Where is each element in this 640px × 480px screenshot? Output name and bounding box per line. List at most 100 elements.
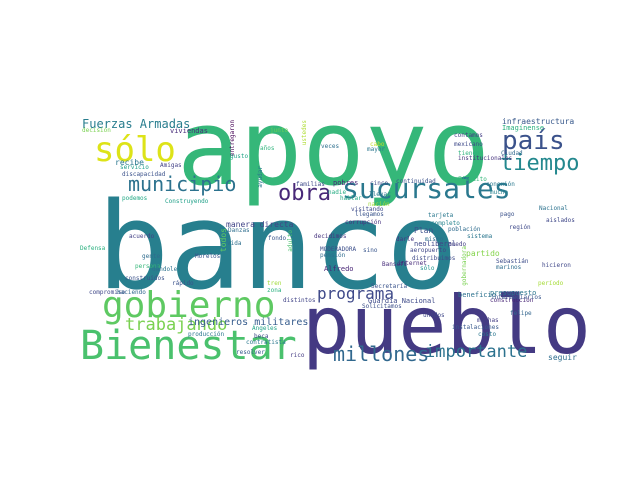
word: sistema — [467, 233, 493, 240]
word: decidimos — [314, 233, 347, 240]
word: sólo — [420, 265, 435, 272]
word: felipe — [510, 310, 532, 317]
word: Defensa — [80, 245, 106, 252]
word: ustedes — [301, 120, 308, 146]
word: Bienestar — [80, 323, 297, 369]
word: Ciudad — [501, 150, 523, 157]
word: haciendo — [117, 289, 146, 296]
word: Amigas — [160, 162, 182, 169]
word: sino — [363, 247, 378, 254]
word: llevar — [369, 191, 391, 198]
word: apoyo — [177, 87, 491, 209]
word: años — [260, 145, 275, 152]
word: Guardia Nacional — [368, 297, 436, 305]
word: población — [448, 226, 481, 233]
word: Secretaría — [371, 283, 408, 290]
word: mismo — [425, 236, 444, 243]
word: corrupción — [345, 219, 382, 226]
word: hablar — [340, 195, 362, 202]
word: gusto — [230, 153, 249, 160]
word: pueblo — [302, 279, 591, 372]
word: contratista — [246, 339, 286, 346]
word: rico — [290, 352, 305, 359]
word: puedo — [448, 241, 467, 248]
word: Ángeles — [252, 325, 278, 332]
word: familias — [296, 181, 325, 188]
word: pago — [500, 211, 515, 218]
word: instalaciones — [452, 324, 499, 331]
word: ayudar — [257, 166, 264, 188]
word: sólo — [94, 130, 176, 170]
word: cinco — [370, 180, 389, 187]
word: manera directa — [226, 220, 294, 229]
word: beca — [254, 333, 269, 340]
word: partido — [466, 249, 500, 258]
word: viviendas — [170, 127, 208, 135]
word: persona — [135, 263, 161, 270]
word: recibe — [115, 158, 144, 167]
word: Imagínense — [502, 124, 545, 132]
word: nación — [368, 201, 390, 208]
word: continuidad — [396, 178, 436, 185]
word: mucho — [490, 189, 509, 196]
word: nadie — [328, 189, 347, 196]
word: entregaron — [229, 120, 236, 157]
word: tiempo — [500, 151, 580, 176]
word: junto — [270, 127, 289, 134]
word: presupuesto — [490, 289, 537, 297]
word: conexión — [486, 181, 515, 188]
word: tienen — [458, 150, 480, 157]
word: aislados — [546, 217, 575, 224]
word: Alfredo — [324, 265, 354, 273]
word: dándole — [152, 266, 178, 273]
word: trabajando — [125, 315, 228, 335]
word: fondo — [268, 235, 287, 242]
word: millones — [333, 342, 430, 366]
word: Danzas — [228, 227, 250, 234]
word: MODERADORA — [320, 246, 357, 253]
word: Ejército — [458, 176, 487, 183]
word: Plan — [414, 226, 434, 235]
word: costo — [478, 331, 497, 338]
word: construidos — [125, 275, 165, 282]
word: beneficio — [458, 291, 496, 299]
word: tren — [267, 280, 282, 287]
word: ingenieros militares — [188, 317, 309, 328]
word: cabo — [370, 141, 385, 148]
word: marinos — [496, 264, 522, 271]
word: Solicitamos — [362, 303, 402, 310]
word: tarjeta — [428, 212, 454, 219]
word: veces — [321, 143, 340, 150]
word: unidos — [423, 312, 445, 319]
word: obra — [278, 181, 331, 206]
word: Sebastián — [496, 258, 529, 265]
word: pobres — [333, 179, 359, 187]
word: seguir — [548, 353, 577, 362]
word: importante — [425, 342, 528, 362]
word: todos — [219, 228, 228, 253]
word: región — [509, 224, 531, 231]
word: Construyendo — [165, 198, 209, 205]
word: contamos — [454, 132, 483, 139]
word: banco — [97, 178, 459, 317]
word: mayor — [367, 146, 386, 153]
word: internet — [398, 260, 427, 267]
word: discapacidad — [122, 171, 166, 178]
word: municipio — [128, 172, 237, 196]
word: infraestructura — [502, 117, 575, 126]
word: distribuimos — [412, 255, 456, 262]
word-cloud-panel: banco apoyo pueblo Bienestar gobierno só… — [80, 96, 591, 374]
word: Vida — [227, 240, 242, 247]
word: mexicano — [454, 141, 483, 148]
word: gente — [142, 253, 161, 260]
word: compromiso — [89, 289, 126, 296]
word: decisión — [82, 127, 111, 134]
word: zona — [267, 287, 282, 294]
word: gobierno — [102, 285, 276, 326]
word: darle — [396, 236, 415, 243]
word: servicio — [120, 164, 149, 171]
word: Fuerzas Armadas — [82, 117, 191, 131]
word: llegamos — [355, 211, 384, 218]
word: adulto — [287, 230, 294, 252]
